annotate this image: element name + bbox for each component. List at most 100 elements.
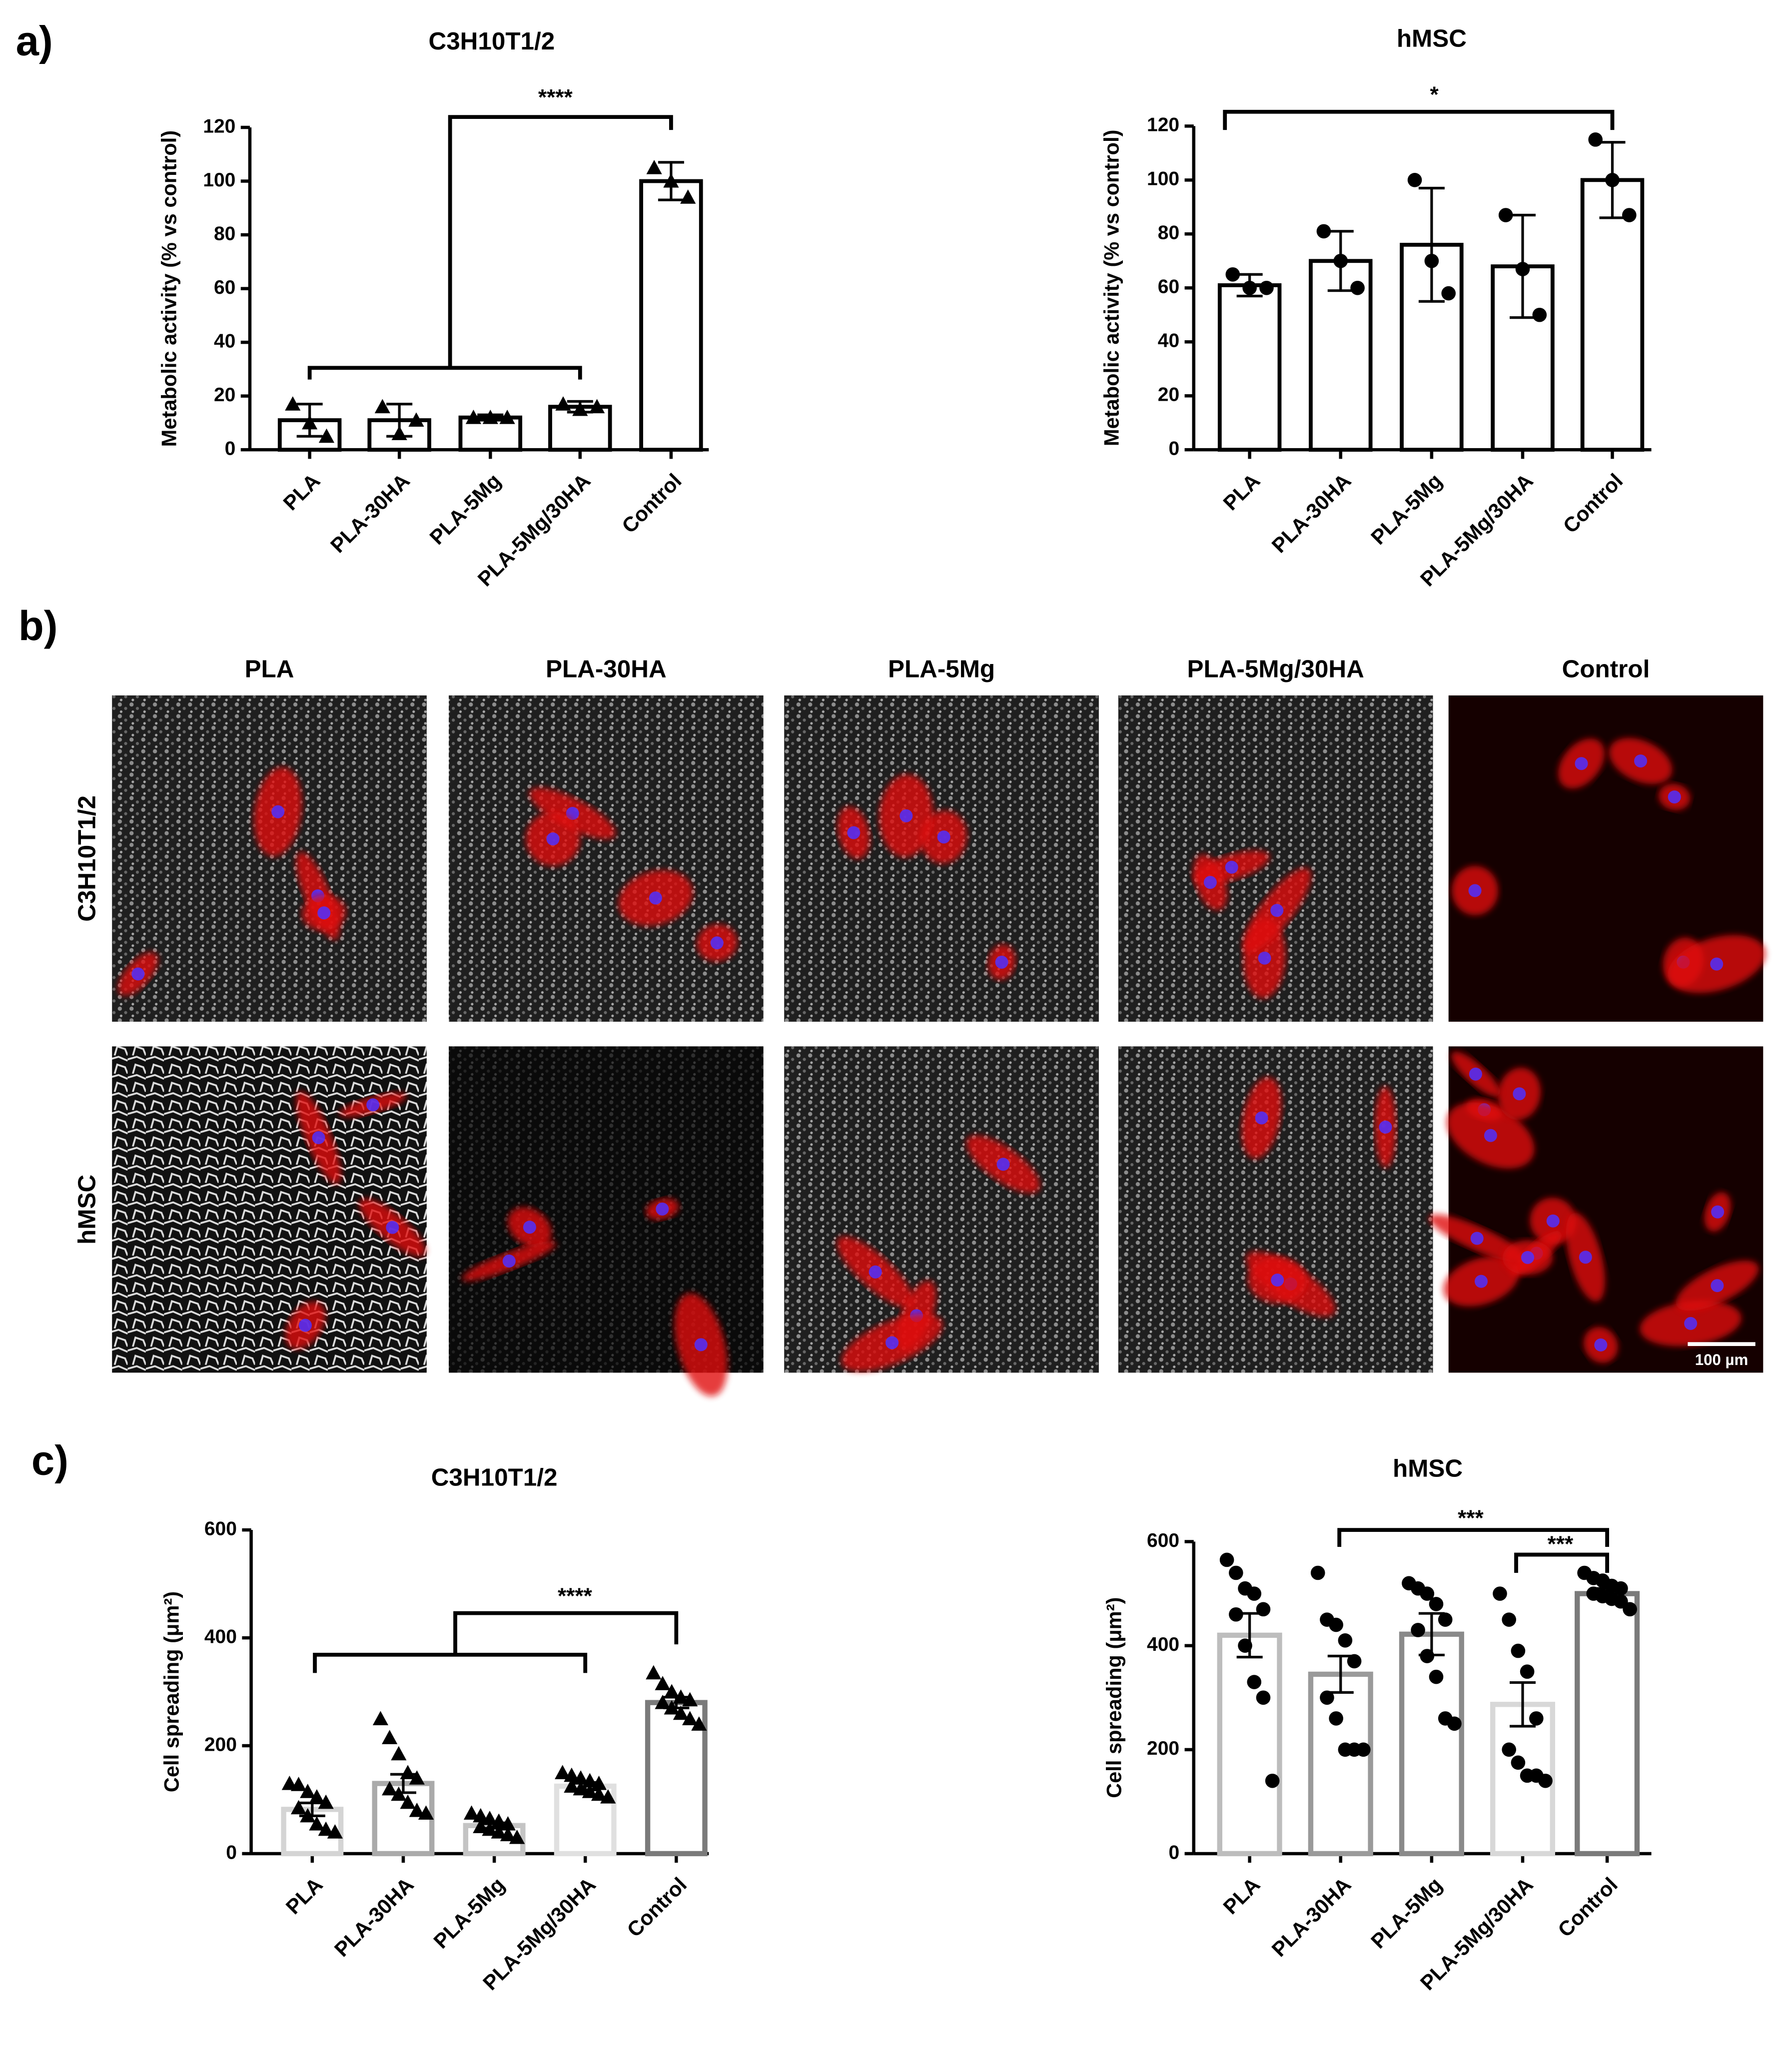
data-point (1333, 253, 1348, 268)
data-point (655, 1695, 671, 1709)
data-point (318, 428, 335, 443)
data-point (680, 189, 696, 204)
nucleus (1668, 790, 1681, 804)
bar (1580, 178, 1645, 452)
nucleus (656, 1202, 669, 1216)
nucleus (1521, 1251, 1535, 1264)
y-tick-label: 80 (1158, 222, 1179, 244)
data-point (591, 1775, 607, 1790)
data-point (408, 412, 424, 427)
y-tick-label: 0 (226, 1842, 237, 1863)
data-point (1225, 267, 1240, 282)
nucleus (649, 891, 662, 905)
data-point (1350, 280, 1365, 295)
chart-title: C3H10T1/2 (431, 1464, 558, 1491)
data-point (302, 415, 318, 430)
nucleus (694, 1338, 708, 1352)
y-axis-label: Metabolic activity (% vs control) (1099, 130, 1123, 447)
data-point (582, 1784, 598, 1798)
nucleus (566, 807, 579, 820)
data-point (473, 1819, 489, 1833)
x-tick-label: PLA-5Mg (429, 1873, 509, 1953)
data-point (1614, 1581, 1628, 1596)
x-tick-label: PLA (1218, 469, 1264, 515)
nucleus (869, 1265, 882, 1279)
data-point (1256, 1690, 1271, 1705)
micrograph (784, 1046, 1099, 1373)
nucleus (1579, 1251, 1592, 1264)
data-point (1511, 1643, 1526, 1658)
data-point (564, 1767, 580, 1782)
data-point (400, 1794, 416, 1809)
data-point (1229, 1565, 1243, 1580)
data-point (409, 1770, 425, 1785)
data-point (1320, 1690, 1334, 1705)
micrograph-shade (784, 1046, 1099, 1373)
data-point (374, 399, 390, 414)
data-point (691, 1716, 707, 1731)
significance-bracket (1337, 1528, 1610, 1547)
data-point (1588, 132, 1603, 147)
bar (1308, 1671, 1373, 1857)
data-point (1329, 1711, 1343, 1726)
data-point (382, 1781, 398, 1796)
significance-label: **** (538, 85, 573, 109)
nucleus (1711, 1205, 1725, 1219)
data-point (409, 1802, 425, 1817)
micrograph (112, 1046, 427, 1373)
data-point (1532, 307, 1547, 322)
data-point (391, 1786, 407, 1801)
data-point (573, 1770, 589, 1785)
data-point (500, 1816, 516, 1831)
nucleus (546, 832, 560, 846)
data-point (591, 1786, 607, 1801)
y-tick-label: 60 (214, 277, 235, 298)
data-point (664, 1684, 680, 1699)
data-point (564, 1778, 580, 1793)
nucleus (1513, 1087, 1526, 1101)
significance-label: *** (1458, 1506, 1484, 1530)
nucleus (312, 1131, 325, 1145)
significance-label: * (1430, 82, 1439, 107)
data-point (1429, 1597, 1444, 1611)
data-point (1356, 1742, 1371, 1757)
bar (639, 179, 703, 452)
data-point (463, 1805, 480, 1820)
y-tick-label: 600 (204, 1518, 237, 1539)
significance-bracket (313, 1611, 679, 1673)
data-point (1441, 286, 1456, 301)
x-tick-label: PLA (1218, 1873, 1264, 1919)
data-point (318, 1821, 334, 1836)
nucleus (1575, 757, 1588, 770)
panel-label: b) (18, 603, 58, 649)
data-point (682, 1692, 698, 1707)
data-point (1511, 1755, 1526, 1770)
y-tick-label: 0 (1168, 438, 1179, 459)
bar (1217, 283, 1282, 452)
panel-label: a) (16, 17, 53, 64)
data-point (482, 1811, 498, 1825)
data-point (646, 160, 662, 174)
y-tick-label: 0 (1168, 1842, 1179, 1863)
nucleus (1634, 754, 1648, 768)
column-title: Control (1562, 656, 1650, 683)
data-point (1247, 1586, 1262, 1601)
data-point (290, 1777, 307, 1791)
data-point (673, 1705, 689, 1720)
data-point (309, 1816, 325, 1831)
micrograph (1118, 1046, 1433, 1373)
data-point (1429, 1669, 1444, 1684)
data-point (1310, 1565, 1325, 1580)
data-point (290, 1800, 307, 1815)
y-tick-label: 400 (204, 1626, 237, 1647)
data-point (465, 410, 482, 424)
x-tick-label: PLA (278, 469, 324, 515)
nucleus (1711, 1279, 1724, 1293)
x-tick-label: PLA-5Mg (425, 469, 505, 549)
nucleus (131, 967, 145, 981)
nucleus (937, 830, 950, 844)
data-point (327, 1824, 343, 1839)
x-tick-label: Control (617, 469, 686, 538)
data-point (1447, 1716, 1462, 1731)
bar (1575, 1591, 1640, 1857)
